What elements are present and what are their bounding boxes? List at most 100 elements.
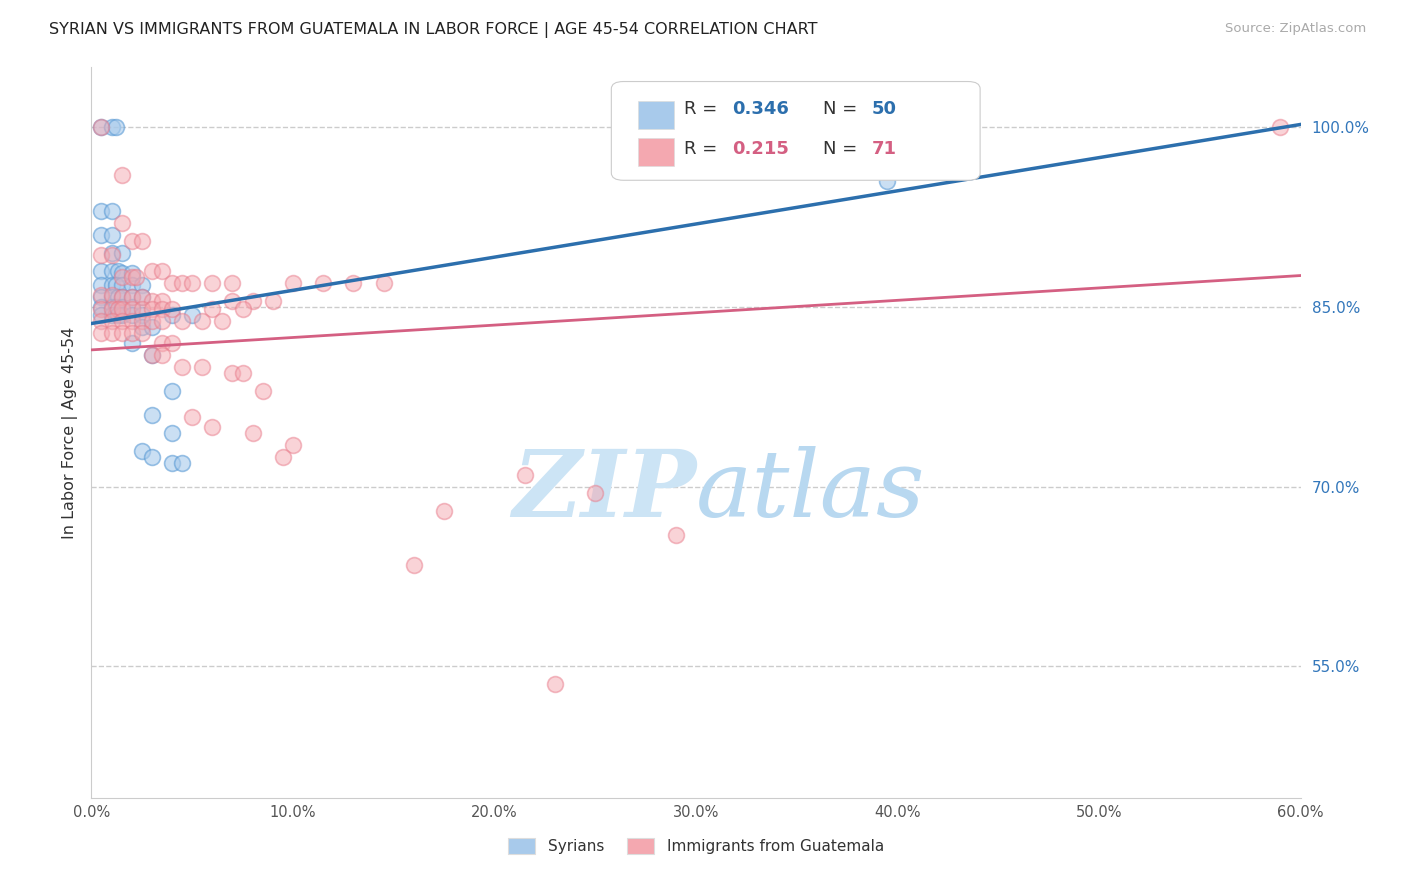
Point	[100, 248, 122, 262]
Point	[100, 326, 122, 340]
Point	[100, 287, 122, 301]
Point	[172, 276, 194, 290]
Point	[104, 300, 127, 314]
Point	[90, 314, 112, 328]
Text: ZIP: ZIP	[512, 446, 696, 536]
Point	[191, 314, 214, 328]
Text: R =: R =	[683, 100, 723, 119]
Point	[201, 302, 224, 317]
Point	[181, 308, 204, 322]
Point	[150, 264, 173, 278]
Text: R =: R =	[683, 140, 723, 158]
Point	[271, 450, 294, 464]
Text: 71: 71	[872, 140, 896, 158]
Point	[665, 527, 688, 541]
Point	[191, 359, 214, 374]
Point	[100, 290, 122, 304]
Point	[107, 302, 129, 317]
Point	[141, 408, 163, 422]
Point	[100, 300, 122, 314]
FancyBboxPatch shape	[638, 102, 675, 129]
Point	[107, 290, 129, 304]
Point	[281, 276, 304, 290]
Point	[100, 120, 122, 134]
Point	[201, 419, 224, 434]
Point	[402, 558, 425, 572]
Point	[111, 326, 132, 340]
Point	[141, 348, 163, 362]
Text: N =: N =	[823, 140, 863, 158]
Point	[90, 278, 112, 293]
Legend: Syrians, Immigrants from Guatemala: Syrians, Immigrants from Guatemala	[502, 832, 890, 860]
Point	[131, 308, 153, 322]
Point	[111, 216, 132, 230]
FancyBboxPatch shape	[638, 138, 675, 166]
Point	[150, 314, 173, 328]
Point	[513, 467, 536, 482]
Point	[104, 120, 127, 134]
Point	[90, 326, 112, 340]
Point	[160, 425, 183, 440]
Point	[121, 234, 143, 248]
Point	[172, 456, 194, 470]
Point	[160, 308, 183, 322]
Point	[150, 335, 173, 350]
Point	[100, 264, 122, 278]
Point	[131, 278, 153, 293]
Point	[100, 227, 122, 242]
Point	[121, 278, 143, 293]
Point	[90, 264, 112, 278]
Point	[90, 227, 112, 242]
Point	[342, 276, 364, 290]
Y-axis label: In Labor Force | Age 45-54: In Labor Force | Age 45-54	[62, 326, 77, 539]
Text: Source: ZipAtlas.com: Source: ZipAtlas.com	[1226, 22, 1367, 36]
Text: 0.215: 0.215	[733, 140, 789, 158]
Point	[221, 366, 243, 380]
Point	[121, 335, 143, 350]
Point	[1270, 120, 1292, 134]
Point	[242, 293, 264, 308]
Point	[141, 302, 163, 317]
Point	[111, 290, 132, 304]
Point	[231, 302, 253, 317]
Point	[150, 302, 173, 317]
Point	[111, 314, 132, 328]
Point	[141, 320, 163, 334]
Point	[121, 326, 143, 340]
Point	[141, 450, 163, 464]
Point	[433, 503, 456, 517]
Point	[160, 384, 183, 398]
Point	[111, 168, 132, 182]
Point	[111, 269, 132, 284]
Point	[90, 302, 112, 317]
Point	[160, 276, 183, 290]
Point	[90, 287, 112, 301]
Point	[111, 278, 132, 293]
FancyBboxPatch shape	[612, 81, 980, 180]
Point	[160, 456, 183, 470]
Point	[141, 293, 163, 308]
Text: atlas: atlas	[696, 446, 925, 536]
Point	[172, 314, 194, 328]
Point	[121, 300, 143, 314]
Point	[111, 308, 132, 322]
Point	[160, 302, 183, 317]
Point	[141, 314, 163, 328]
Point	[90, 120, 112, 134]
Point	[131, 290, 153, 304]
Point	[121, 314, 143, 328]
Point	[221, 293, 243, 308]
Point	[90, 308, 112, 322]
Point	[100, 308, 122, 322]
Point	[121, 266, 143, 280]
Point	[312, 276, 335, 290]
Point	[90, 300, 112, 314]
Point	[121, 308, 143, 322]
Point	[876, 174, 898, 188]
Point	[104, 278, 127, 293]
Point	[131, 314, 153, 328]
Point	[231, 366, 253, 380]
Point	[121, 302, 143, 317]
Point	[181, 276, 204, 290]
Point	[100, 203, 122, 218]
